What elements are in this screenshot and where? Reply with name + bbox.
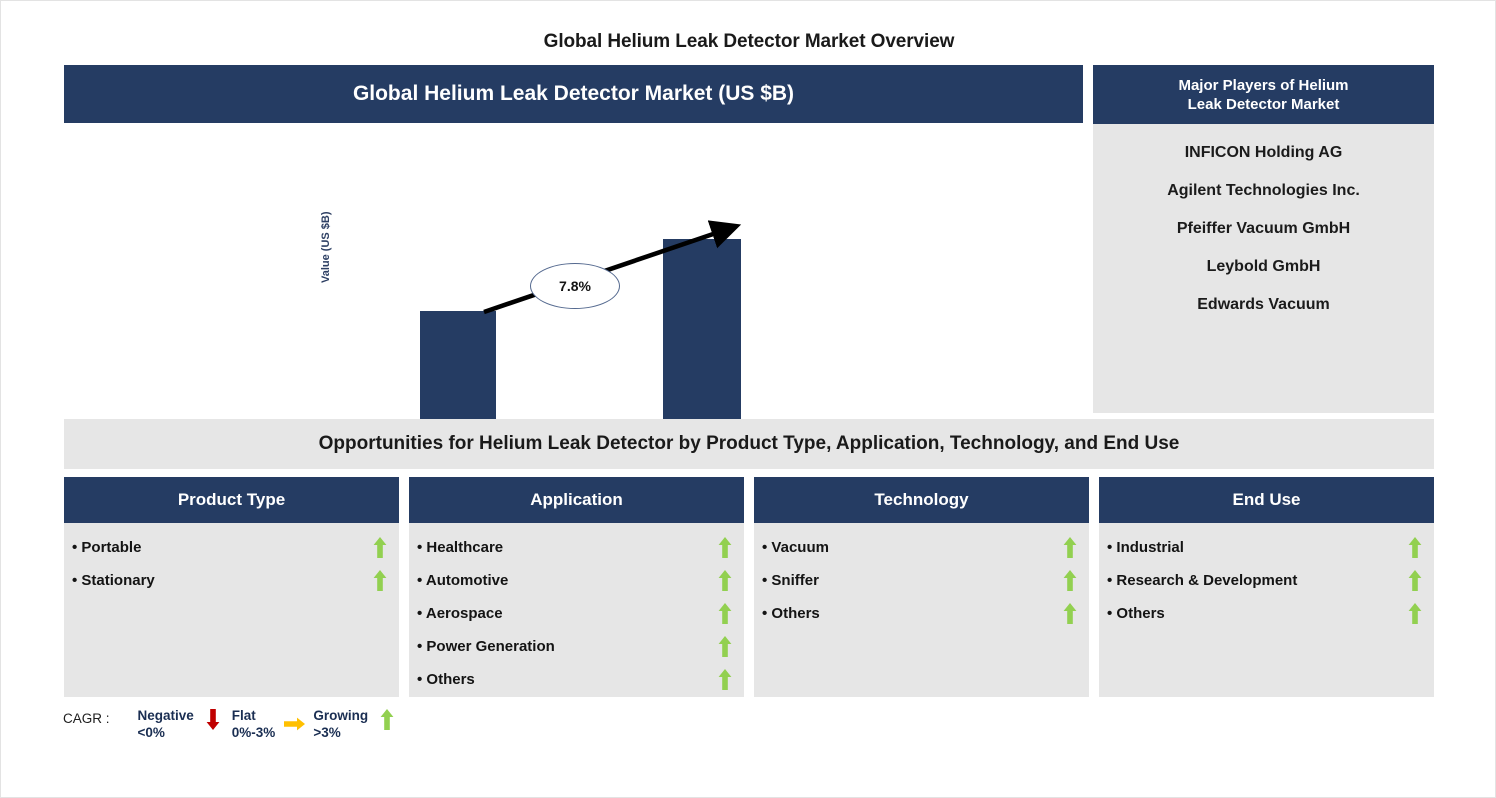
arrow-up-green-icon [373,570,387,591]
cagr-legend-entry: Growing >3% [313,707,406,743]
major-players-panel: Major Players of Helium Leak Detector Ma… [1093,65,1434,413]
list-item-label: • Power Generation [417,638,555,655]
major-player-item: Edwards Vacuum [1197,296,1330,313]
opportunity-column: End Use • Industrial • Research & Developm… [1099,477,1434,697]
column-header-technology: Technology [754,477,1089,523]
list-item: • Aerospace [417,597,732,630]
cagr-legend-label-text: Growing [313,708,369,723]
opportunities-banner: Opportunities for Helium Leak Detector b… [64,419,1434,469]
arrow-right-yellow-icon [281,707,307,741]
arrow-up-green-icon [1408,537,1422,558]
arrow-up-green-icon [718,636,732,657]
cagr-legend-label-text: Flat [231,708,256,723]
list-item: • Stationary [72,564,387,597]
bar-2031 [663,239,741,422]
arrow-up-green-icon [1063,537,1077,558]
major-player-item: INFICON Holding AG [1184,144,1343,161]
list-item: • Vacuum [762,531,1077,564]
chart-panel-header: Global Helium Leak Detector Market (US $… [64,65,1083,123]
cagr-legend-entry: Negative <0% [138,707,232,743]
opportunity-column: Technology • Vacuum • Sniffer • Others [754,477,1089,697]
list-item-label: • Portable [72,539,142,556]
list-item: • Power Generation [417,630,732,663]
list-item-label: • Industrial [1107,539,1184,556]
opportunity-column: Product Type • Portable • Stationary [64,477,399,697]
cagr-legend-range: >3% [313,725,341,740]
market-chart-panel: Global Helium Leak Detector Market (US $… [64,65,1083,465]
arrow-up-green-icon [1063,570,1077,591]
list-item-label: • Others [762,605,820,622]
column-body: • Healthcare • Automotive • Aerospace • Pow… [409,523,744,697]
list-item-label: • Others [1107,605,1165,622]
list-item: • Others [417,663,732,696]
cagr-legend-title: CAGR : [63,711,110,726]
cagr-legend-label: Growing >3% [313,707,368,741]
list-item-label: • Sniffer [762,572,819,589]
arrow-up-green-icon [1063,603,1077,624]
arrow-up-green-icon [718,570,732,591]
cagr-badge: 7.8% [530,263,620,309]
cagr-legend-label: Negative <0% [138,707,194,741]
cagr-legend-range: <0% [137,725,165,740]
opportunity-column: Application • Healthcare • Automotive • Aer… [409,477,744,697]
bar-2025 [420,311,496,422]
major-players-list: INFICON Holding AG Agilent Technologies I… [1093,124,1434,314]
column-header-product-type: Product Type [64,477,399,523]
list-item-label: • Automotive [417,572,509,589]
list-item: • Others [1107,597,1422,630]
list-item-label: • Aerospace [417,605,503,622]
y-axis-label: Value (US $B) [320,211,332,283]
list-item: • Research & Development [1107,564,1422,597]
list-item-label: • Others [417,671,475,688]
cagr-legend-entries: Negative <0% Flat 0%-3% Growing >3% [138,707,407,743]
arrow-up-green-icon [374,707,400,743]
page-title: Global Helium Leak Detector Market Overv… [543,31,955,52]
list-item: • Automotive [417,564,732,597]
major-players-header-line1: Major Players of Helium [1178,76,1349,94]
list-item-label: • Stationary [72,572,155,589]
column-body: • Industrial • Research & Development • Ot… [1099,523,1434,697]
major-player-item: Agilent Technologies Inc. [1167,182,1360,199]
list-item: • Healthcare [417,531,732,564]
arrow-up-green-icon [1408,603,1422,624]
major-players-header-line2: Leak Detector Market [1187,95,1340,113]
column-body: • Portable • Stationary [64,523,399,697]
arrow-down-red-icon [200,707,226,743]
list-item: • Sniffer [762,564,1077,597]
list-item: • Industrial [1107,531,1422,564]
arrow-up-green-icon [718,669,732,690]
list-item-label: • Research & Development [1107,572,1298,589]
arrow-up-green-icon [718,603,732,624]
column-body: • Vacuum • Sniffer • Others [754,523,1089,697]
list-item-label: • Healthcare [417,539,504,556]
cagr-legend-label: Flat 0%-3% [232,707,276,741]
cagr-legend-label-text: Negative [137,708,194,723]
arrow-up-green-icon [373,537,387,558]
list-item: • Others [762,597,1077,630]
list-item: • Portable [72,531,387,564]
cagr-legend-entry: Flat 0%-3% [232,707,314,741]
column-header-application: Application [409,477,744,523]
arrow-up-green-icon [1408,570,1422,591]
major-players-header: Major Players of Helium Leak Detector Ma… [1093,65,1434,124]
opportunity-columns: Product Type • Portable • Stationary Applic… [64,477,1434,697]
arrow-up-green-icon [718,537,732,558]
cagr-legend-range: 0%-3% [231,725,276,740]
list-item-label: • Vacuum [762,539,829,556]
major-player-item: Leybold GmbH [1206,258,1321,275]
bar-chart: Value (US $B) 2025 2031 7.8% Source : Lu… [64,123,1083,465]
major-player-item: Pfeiffer Vacuum GmbH [1176,220,1351,237]
column-header-end-use: End Use [1099,477,1434,523]
cagr-legend: CAGR : Negative <0% Flat 0%-3% Growing >3% [63,707,406,743]
